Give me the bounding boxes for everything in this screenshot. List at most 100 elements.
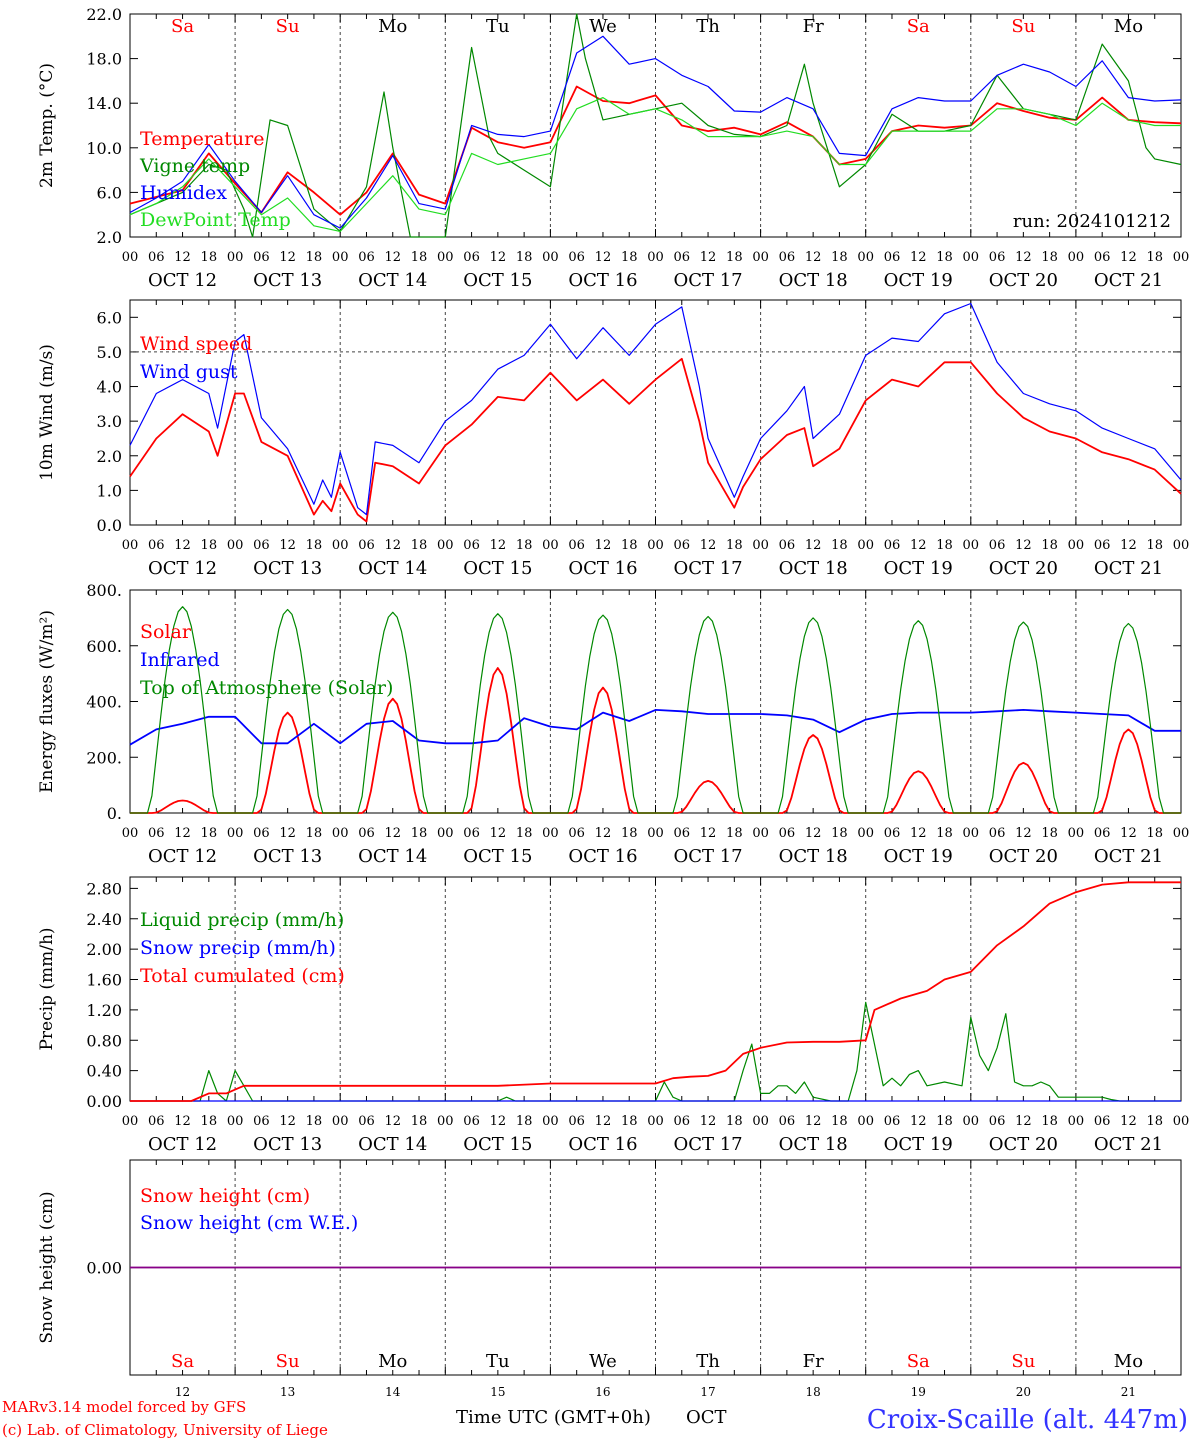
precip-day-label: OCT 20 (989, 1134, 1058, 1155)
precip-hour-label: 18 (621, 1114, 638, 1129)
flux-hour-label: 18 (1146, 826, 1163, 841)
day-number-label: 20 (1016, 1385, 1031, 1399)
flux-series-infrared (129, 709, 1181, 746)
weekday-label: Mo (1114, 1351, 1143, 1372)
temp-day-label: OCT 13 (253, 270, 322, 291)
precip-hour-label: 00 (1068, 1114, 1085, 1129)
precip-day-label: OCT 14 (358, 1134, 427, 1155)
flux-y-axis-title: Energy fluxes (W/m²) (37, 610, 57, 793)
flux-y-tick-label: 0. (107, 804, 122, 823)
temp-hour-label: 18 (1041, 250, 1058, 265)
precip-hour-label: 06 (253, 1114, 270, 1129)
temp-series-humidex (129, 35, 1182, 229)
wind-hour-label: 00 (437, 538, 454, 553)
weekday-label: Tu (486, 1351, 510, 1372)
temp-day-label: OCT 20 (989, 270, 1058, 291)
precip-hour-label: 12 (1015, 1114, 1032, 1129)
precip-y-tick-label: 1.20 (86, 1001, 122, 1020)
footer-lab-line: (c) Lab. of Climatology, University of L… (2, 1421, 328, 1439)
precip-y-tick-label: 2.80 (86, 879, 122, 898)
precip-hour-label: 06 (884, 1114, 901, 1129)
precip-hour-label: 12 (700, 1114, 717, 1129)
temp-hour-label: 00 (542, 250, 559, 265)
precip-hour-label: 00 (647, 1114, 664, 1129)
day-number-label: 19 (911, 1385, 926, 1399)
weekday-label: Mo (378, 1351, 407, 1372)
temp-y-tick-label: 2.0 (97, 228, 122, 247)
wind-day-label: OCT 13 (253, 558, 322, 579)
wind-hour-label: 00 (963, 538, 980, 553)
wind-hour-label: 00 (647, 538, 664, 553)
temp-legend-entry: Temperature (140, 128, 264, 150)
flux-y-tick-label: 400. (86, 693, 122, 712)
temp-hour-label: 06 (358, 250, 375, 265)
flux-hour-label: 06 (148, 826, 165, 841)
flux-hour-label: 18 (831, 826, 848, 841)
flux-hour-label: 00 (437, 826, 454, 841)
day-number-label: 17 (700, 1385, 715, 1399)
precip-series-total-cumulated-cm- (130, 881, 1181, 1102)
flux-hour-label: 00 (122, 826, 139, 841)
temp-hour-label: 18 (936, 250, 953, 265)
precip-hour-label: 12 (910, 1114, 927, 1129)
wind-hour-label: 18 (411, 538, 428, 553)
wind-hour-label: 18 (1146, 538, 1163, 553)
snow-y-tick-label: 0.00 (86, 1259, 122, 1278)
temp-legend-entry: DewPoint Temp (140, 209, 291, 231)
axis-text: 2.0 6.0 10.0 14.0 18.0 22.0 2m Temp. (°C) Sa Su M… (37, 5, 1189, 1399)
series-lines (129, 13, 1182, 1269)
weekday-label: Sa (907, 16, 930, 37)
flux-hour-label: 18 (516, 826, 533, 841)
wind-hour-label: 00 (542, 538, 559, 553)
flux-legend-entry: Infrared (140, 649, 220, 671)
temp-hour-label: 06 (1094, 250, 1111, 265)
flux-y-tick-label: 600. (86, 637, 122, 656)
station-name: Croix-Scaille (alt. 447m) (867, 1405, 1188, 1435)
precip-hour-label: 12 (490, 1114, 507, 1129)
flux-hour-label: 00 (542, 826, 559, 841)
precip-hour-label: 12 (805, 1114, 822, 1129)
weekday-label: Su (276, 1351, 300, 1372)
flux-day-label: OCT 21 (1094, 846, 1163, 867)
precip-hour-label: 18 (1146, 1114, 1163, 1129)
wind-hour-label: 06 (884, 538, 901, 553)
precip-hour-label: 18 (306, 1114, 323, 1129)
flux-hour-label: 00 (227, 826, 244, 841)
day-number-label: 16 (595, 1385, 610, 1399)
temp-hour-label: 06 (884, 250, 901, 265)
precip-hour-label: 18 (936, 1114, 953, 1129)
day-number-label: 15 (490, 1385, 505, 1399)
flux-day-label: OCT 15 (463, 846, 532, 867)
wind-day-label: OCT 12 (148, 558, 217, 579)
weekday-label: Th (696, 1351, 720, 1372)
flux-hour-label: 06 (674, 826, 691, 841)
wind-series-wind-gust (129, 302, 1182, 516)
flux-series-top-of-atmosphere-solar- (130, 606, 1181, 814)
wind-hour-label: 06 (1094, 538, 1111, 553)
temp-hour-label: 00 (437, 250, 454, 265)
flux-day-label: OCT 14 (358, 846, 427, 867)
wind-hour-label: 12 (1015, 538, 1032, 553)
temp-day-label: OCT 17 (673, 270, 742, 291)
flux-hour-label: 00 (1173, 826, 1190, 841)
flux-hour-label: 06 (463, 826, 480, 841)
wind-y-tick-label: 4.0 (97, 378, 122, 397)
wind-hour-label: 18 (831, 538, 848, 553)
flux-hour-label: 00 (332, 826, 349, 841)
wind-series-wind-speed (129, 357, 1182, 523)
weekday-label: Th (696, 16, 720, 37)
temp-y-axis-title: 2m Temp. (°C) (37, 63, 57, 188)
run-label: run: 2024101212 (1013, 211, 1171, 232)
precip-hour-label: 06 (148, 1114, 165, 1129)
temp-hour-label: 12 (910, 250, 927, 265)
wind-day-label: OCT 14 (358, 558, 427, 579)
footer-time-label: Time UTC (GMT+0h) (456, 1407, 651, 1428)
flux-day-label: OCT 18 (779, 846, 848, 867)
precip-hour-label: 18 (411, 1114, 428, 1129)
wind-hour-label: 12 (595, 538, 612, 553)
wind-hour-label: 06 (779, 538, 796, 553)
flux-hour-label: 18 (726, 826, 743, 841)
temp-day-label: OCT 15 (463, 270, 532, 291)
precip-day-label: OCT 13 (253, 1134, 322, 1155)
